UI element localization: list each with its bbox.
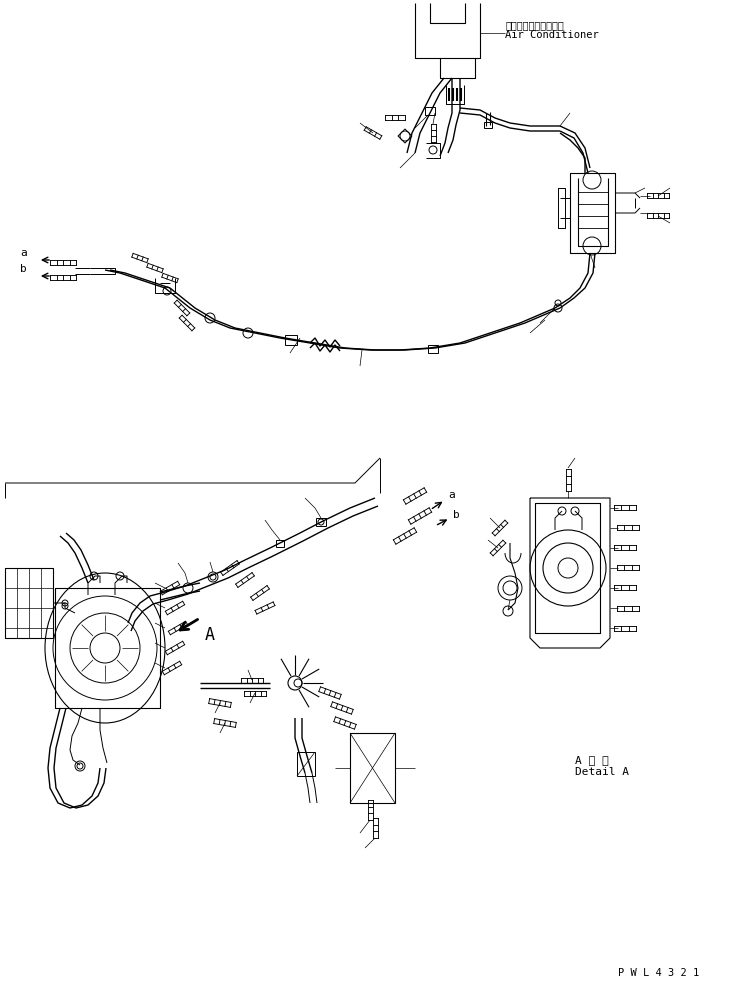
Bar [484, 122, 492, 128]
Text: Air Conditioner: Air Conditioner [505, 30, 599, 40]
Bar [297, 752, 315, 776]
Bar [425, 107, 435, 115]
Bar [5, 568, 53, 638]
Text: b: b [20, 264, 27, 274]
Bar [285, 335, 297, 345]
Bar [350, 733, 395, 803]
Text: エアーコンディショナ: エアーコンディショナ [505, 20, 564, 30]
Bar [316, 518, 326, 526]
Text: Detail A: Detail A [575, 767, 629, 777]
Bar [276, 540, 284, 547]
Text: A: A [205, 626, 215, 644]
Text: a: a [20, 248, 27, 258]
Text: b: b [453, 510, 460, 520]
Bar [428, 345, 438, 353]
Text: P W L 4 3 2 1: P W L 4 3 2 1 [618, 968, 699, 978]
Text: A 詳 細: A 詳 細 [575, 755, 609, 765]
Text: a: a [448, 490, 455, 500]
